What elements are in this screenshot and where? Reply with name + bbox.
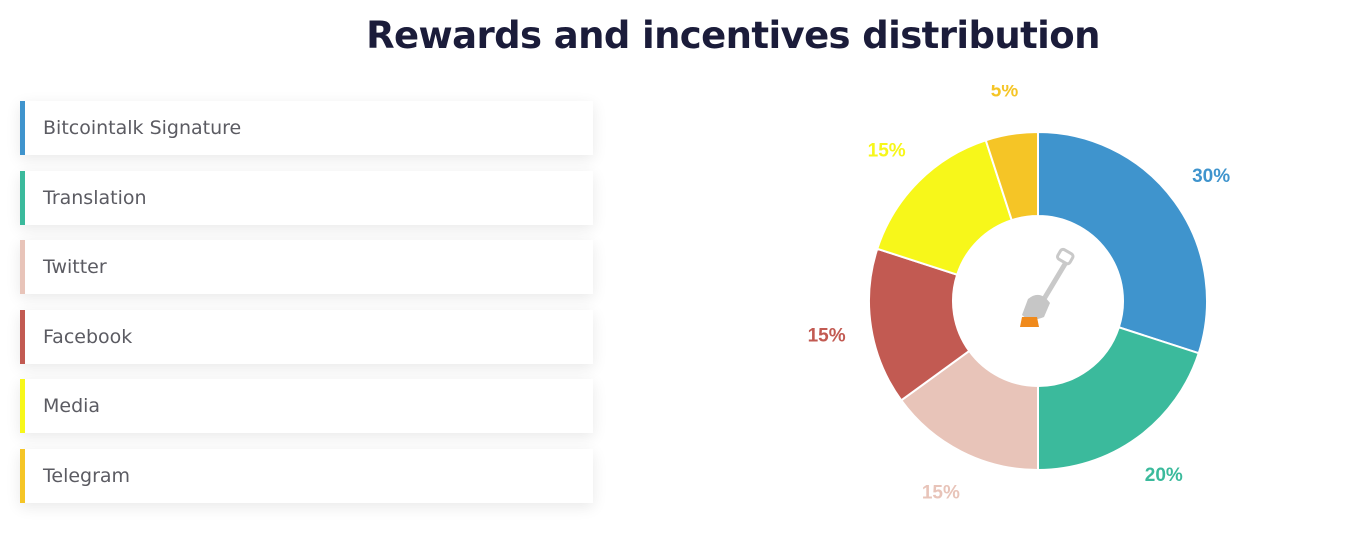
legend-item-label: Telegram (43, 464, 131, 487)
legend-item-label: Twitter (43, 256, 107, 278)
shovel-icon (1020, 247, 1075, 327)
legend-item-translation[interactable]: Translation (20, 170, 593, 225)
data-label-telegram: 5% (991, 85, 1019, 102)
legend-item-label: Translation (43, 186, 147, 209)
data-label-media: 15% (868, 141, 906, 162)
donut-chart: 30% 20% 15% 15% 15% 5% (808, 85, 1231, 504)
donut-labels: 30% 20% 15% 15% 15% 5% (808, 85, 1231, 504)
legend-item-label: Facebook (43, 325, 133, 348)
legend-item-label: Bitcointalk Signature (43, 117, 242, 139)
donut-slice-bitcointalk-signature[interactable] (1037, 130, 1208, 355)
legend-item-facebook[interactable]: Facebook (20, 309, 593, 364)
legend-item-telegram[interactable]: Telegram (20, 448, 593, 503)
data-label-facebook: 15% (808, 325, 846, 346)
legend-list: Bitcointalk Signature Translation Twitte… (20, 101, 593, 518)
legend-item-bitcointalk-signature[interactable]: Bitcointalk Signature (20, 101, 593, 155)
donut-slice-telegram[interactable] (984, 130, 1039, 222)
legend-item-label: Media (43, 395, 101, 417)
data-label-bitcointalk-signature: 30% (1192, 166, 1230, 187)
legend-item-twitter[interactable]: Twitter (20, 240, 593, 294)
donut-slice-translation[interactable] (1037, 326, 1200, 472)
page-title: Rewards and incentives distribution (366, 14, 1100, 57)
data-label-twitter: 15% (922, 483, 960, 504)
donut-slices (868, 130, 1208, 472)
legend-item-media[interactable]: Media (20, 379, 593, 433)
data-label-translation: 20% (1145, 465, 1183, 486)
